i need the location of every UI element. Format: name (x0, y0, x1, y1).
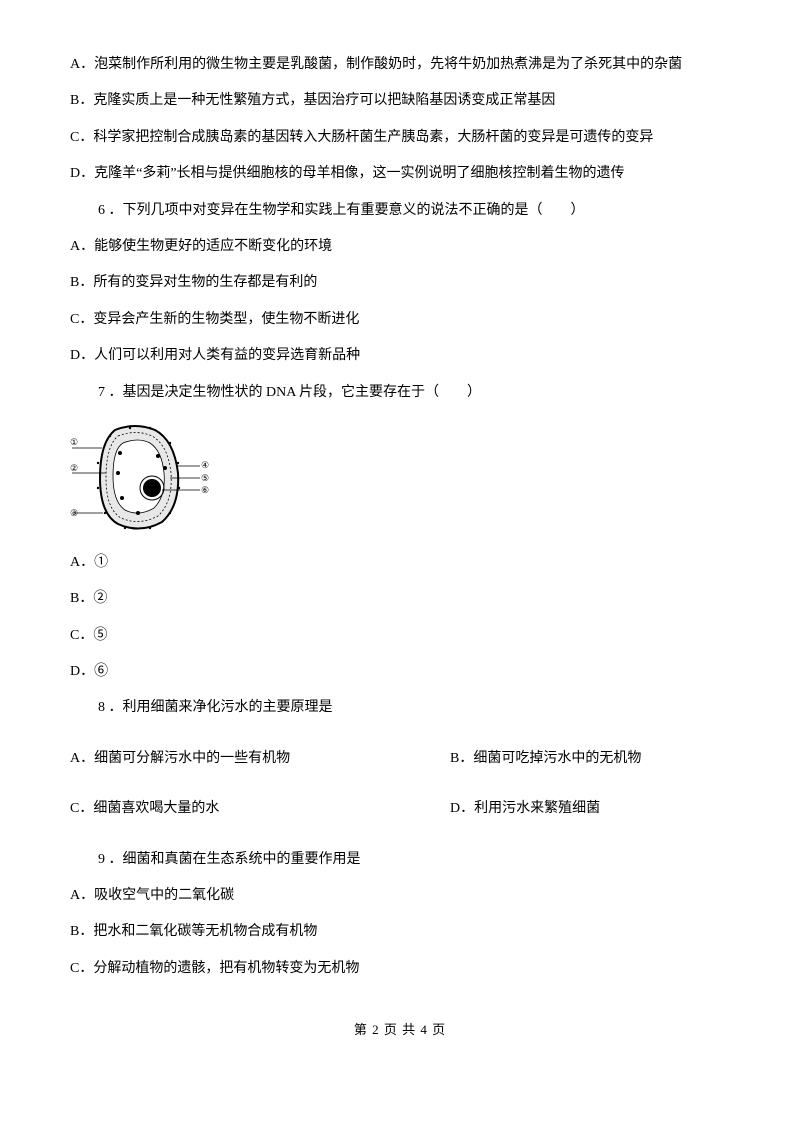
q8-option-a: A．细菌可分解污水中的一些有机物 (70, 748, 370, 770)
q6-option-a: A．能够使生物更好的适应不断变化的环境 (70, 236, 730, 258)
label-2: ② (70, 463, 78, 473)
q7-option-a: A．① (70, 552, 730, 574)
cell-svg: ① ② ③ ④ ⑤ ⑥ (70, 418, 210, 538)
label-1: ① (70, 437, 78, 447)
q5-option-a: A．泡菜制作所利用的微生物主要是乳酸菌，制作酸奶时，先将牛奶加热煮沸是为了杀死其… (70, 54, 730, 76)
q7-option-c: C．⑤ (70, 625, 730, 647)
q8-option-b: B．细菌可吃掉污水中的无机物 (450, 748, 641, 770)
q8-option-c: C．细菌喜欢喝大量的水 (70, 798, 370, 820)
label-4: ④ (201, 460, 209, 470)
cell-diagram: ① ② ③ ④ ⑤ ⑥ (70, 418, 210, 538)
q5-option-b: B．克隆实质上是一种无性繁殖方式，基因治疗可以把缺陷基因诱变成正常基因 (70, 90, 730, 112)
q8-stem: 8 ．利用细菌来净化污水的主要原理是 (70, 697, 730, 719)
page-footer: 第 2 页 共 4 页 (70, 1020, 730, 1041)
q6-option-d: D．人们可以利用对人类有益的变异选育新品种 (70, 345, 730, 367)
q9-stem: 9 ．细菌和真菌在生态系统中的重要作用是 (70, 849, 730, 871)
q9-option-b: B．把水和二氧化碳等无机物合成有机物 (70, 921, 730, 943)
q7-option-b: B．② (70, 588, 730, 610)
label-6: ⑥ (201, 485, 209, 495)
q9-option-a: A．吸收空气中的二氧化碳 (70, 885, 730, 907)
q6-option-b: B．所有的变异对生物的生存都是有利的 (70, 272, 730, 294)
q7-stem: 7 ．基因是决定生物性状的 DNA 片段，它主要存在于（ ） (70, 382, 730, 404)
q9-option-c: C．分解动植物的遗骸，把有机物转变为无机物 (70, 958, 730, 980)
q5-option-d: D．克隆羊“多莉”长相与提供细胞核的母羊相像，这一实例说明了细胞核控制着生物的遗… (70, 163, 730, 185)
q6-option-c: C．变异会产生新的生物类型，使生物不断进化 (70, 309, 730, 331)
q5-option-c: C．科学家把控制合成胰岛素的基因转入大肠杆菌生产胰岛素，大肠杆菌的变异是可遗传的… (70, 127, 730, 149)
label-3: ③ (70, 508, 78, 518)
q7-option-d: D．⑥ (70, 661, 730, 683)
q6-stem: 6 ．下列几项中对变异在生物学和实践上有重要意义的说法不正确的是（ ） (70, 200, 730, 222)
label-5: ⑤ (201, 473, 209, 483)
q8-option-d: D．利用污水来繁殖细菌 (450, 798, 600, 820)
